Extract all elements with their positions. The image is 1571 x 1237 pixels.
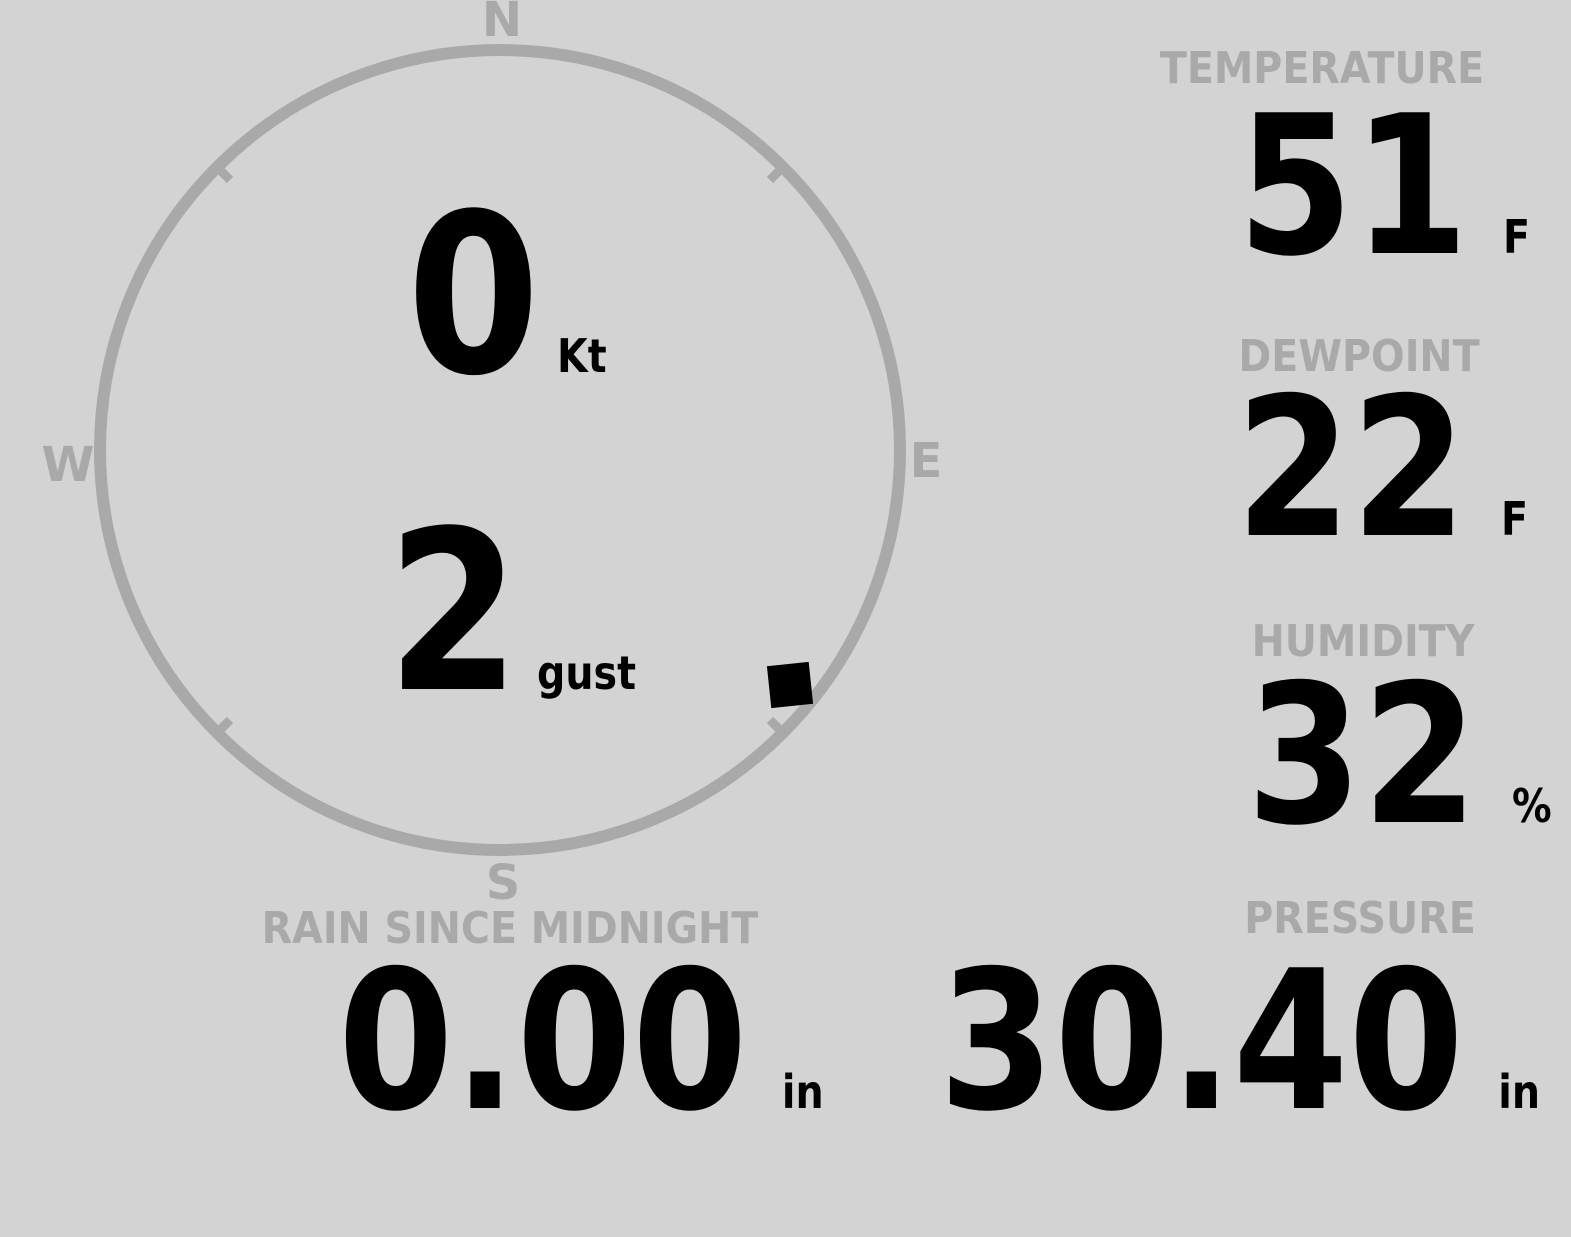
compass-tick-se (766, 716, 790, 740)
pressure-label: PRESSURE (1244, 893, 1476, 944)
wind-speed-value: 0 (407, 167, 540, 425)
wind-gust-unit: gust (537, 646, 636, 700)
compass-label-west: W (41, 437, 95, 493)
dewpoint-unit: F (1500, 492, 1528, 546)
temperature-value: 51 (1237, 74, 1469, 299)
compass-tick-nw (210, 160, 234, 184)
compass-tick-sw (210, 716, 234, 740)
humidity-unit: % (1512, 779, 1552, 833)
compass-tick-ne (766, 160, 790, 184)
temperature-label: TEMPERATURE (1159, 43, 1485, 94)
rain-unit: in (781, 1065, 824, 1119)
temperature-unit: F (1502, 210, 1530, 264)
wind-gust-value: 2 (387, 484, 520, 742)
humidity-panel: 32 % (1247, 659, 1552, 852)
rain-value: 0.00 (338, 929, 748, 1154)
compass-ring (94, 44, 906, 856)
compass-circle (94, 44, 906, 856)
compass-label-north: N (481, 0, 523, 48)
pressure-panel: 30.40 in (939, 945, 1540, 1138)
temperature-panel: 51 F (1238, 90, 1530, 283)
wind-direction-marker (766, 661, 813, 708)
humidity-label: HUMIDITY (1251, 616, 1475, 667)
dewpoint-label: DEWPOINT (1238, 331, 1480, 382)
dewpoint-panel: 22 F (1236, 372, 1528, 565)
pressure-value: 30.40 (938, 929, 1464, 1154)
rain-panel: 0.00 in (338, 945, 824, 1138)
wind-speed-unit: Kt (557, 329, 607, 383)
dewpoint-value: 22 (1235, 356, 1467, 581)
compass-label-east: E (909, 433, 943, 489)
wind-gust: 2 gust (387, 502, 636, 724)
humidity-value: 32 (1246, 643, 1478, 868)
compass-label-south: S (485, 855, 521, 911)
pressure-unit: in (1498, 1065, 1540, 1119)
rain-label: RAIN SINCE MIDNIGHT (261, 903, 759, 954)
wind-speed: 0 Kt (407, 185, 607, 407)
